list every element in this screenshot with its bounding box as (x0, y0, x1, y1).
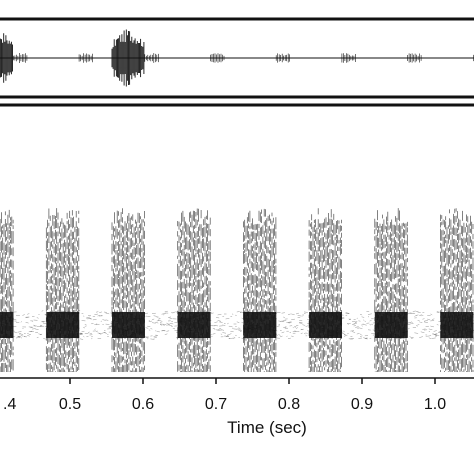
spectrogram-burst (440, 208, 474, 372)
oscillogram-burst-tail (275, 53, 290, 63)
spectrogram-burst (111, 208, 145, 372)
x-axis-label: Time (sec) (227, 418, 307, 437)
spectrogram-burst-striations (0, 209, 14, 372)
spectrogram-bursts (0, 208, 474, 372)
spectrogram-burst-striations (374, 208, 408, 372)
x-tick-label: 0.5 (59, 396, 81, 413)
x-tick-label: 0.6 (132, 396, 154, 413)
spectrogram-burst (0, 209, 14, 372)
oscillogram-burst-tail (13, 53, 28, 63)
spectrogram-panel: .4 0.5 0.6 0.7 0.8 0.9 1.0 Time (sec) (0, 208, 474, 437)
oscillogram-burst-tail (473, 54, 474, 62)
x-tick-label: 0.9 (351, 396, 373, 413)
x-tick-label: 1.0 (424, 396, 446, 413)
oscillogram-burst-tail (407, 53, 422, 63)
spectrogram-burst-striations (177, 208, 211, 372)
oscillogram-burst (111, 29, 159, 87)
oscillogram-burst (211, 53, 225, 63)
spectrogram-burst-striations (45, 208, 80, 372)
oscillogram-burst-trace (111, 29, 145, 87)
spectrogram-burst-band (46, 312, 80, 338)
spectrogram-burst-striations (243, 208, 277, 372)
spectrogram-burst (243, 208, 277, 372)
spectrogram-burst-band (0, 312, 14, 338)
oscillogram-burst (79, 53, 93, 63)
x-tick-label: 0.7 (205, 396, 227, 413)
spectrogram-burst (308, 208, 342, 372)
spectrogram-burst (45, 208, 80, 372)
oscillogram-panel (0, 19, 474, 99)
oscillogram-burst-tail (144, 53, 159, 63)
oscillogram-bursts (0, 30, 474, 87)
spectrogram-burst-band (112, 312, 145, 338)
oscillogram-burst-trace (0, 33, 13, 83)
spectrogram-burst (177, 208, 211, 372)
spectrogram-burst-striations (308, 208, 342, 372)
oscillogram-burst-tail (78, 53, 93, 63)
spectrogram-burst-striations (440, 208, 474, 372)
spectrogram-burst-band (243, 312, 277, 338)
spectrogram-burst-band (309, 312, 342, 338)
oscillogram-burst (0, 33, 28, 83)
spectrogram-burst-striations (111, 208, 145, 372)
oscillogram-burst-tail (210, 53, 225, 63)
spectrogram-burst-band (177, 312, 211, 338)
spectrogram-burst-band (374, 312, 408, 338)
oscillogram-burst (275, 53, 290, 63)
oscillogram-burst (341, 53, 356, 63)
oscillogram-burst (407, 53, 422, 63)
spectrogram-burst-band (440, 312, 474, 338)
spectrogram-burst (374, 208, 408, 372)
oscillogram-burst-tail (341, 53, 356, 63)
x-tick-label: .4 (3, 396, 16, 413)
spectrogram-noise-band (0, 310, 474, 340)
oscillogram-burst (473, 53, 474, 62)
x-axis-ticks: .4 0.5 0.6 0.7 0.8 0.9 1.0 (3, 378, 446, 413)
x-tick-label: 0.8 (278, 396, 300, 413)
